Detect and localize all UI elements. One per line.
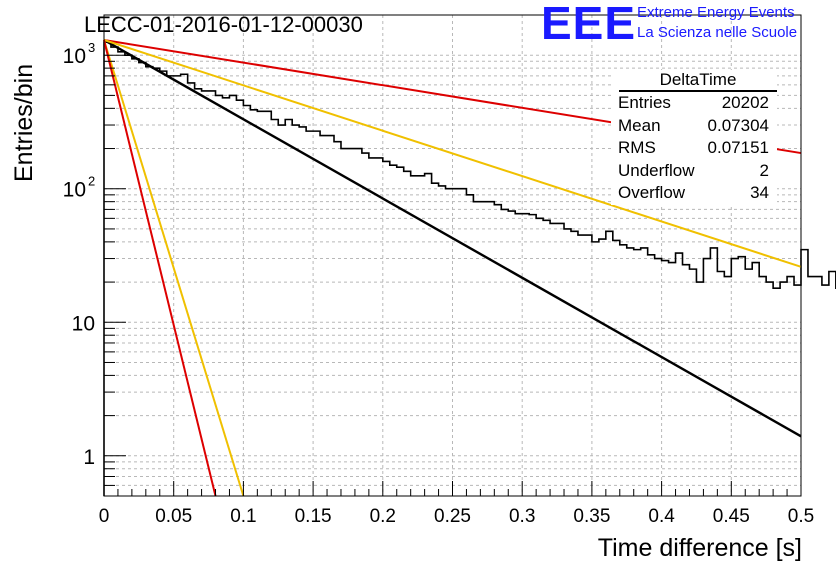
stats-value: 0.07304: [707, 115, 769, 135]
stats-row: Underflow 2: [611, 160, 777, 183]
x-tick-label: 0.15: [295, 506, 332, 527]
logo-subtitle-1: Extreme Energy Events: [637, 4, 795, 21]
x-tick-label: 0.35: [573, 506, 610, 527]
x-tick-label: 0.25: [434, 506, 471, 527]
stats-label: Overflow: [618, 183, 686, 202]
x-tick-label: 0.5: [788, 506, 814, 527]
y-tick-label: 10: [72, 312, 95, 335]
stats-label: Entries: [618, 93, 671, 112]
y-tick-label: 10: [63, 45, 86, 68]
stats-label: RMS: [618, 138, 656, 157]
stats-value: 20202: [721, 93, 769, 112]
chart-title: LECC-01-2016-01-12-00030: [84, 12, 363, 37]
stats-value: 34: [750, 183, 769, 202]
x-tick-label: 0.2: [370, 506, 396, 527]
x-axis-label: Time difference [s]: [597, 534, 802, 562]
stats-row: Mean 0.07304: [611, 115, 777, 138]
x-tick-label: 0.05: [155, 506, 192, 527]
histogram-series: [103, 41, 836, 496]
stats-box: DeltaTime Entries 20202 Mean 0.07304 RMS…: [611, 70, 777, 205]
y-tick-label: 10: [63, 179, 86, 202]
x-tick-label: 0: [99, 506, 110, 527]
eee-logo: EEE: [541, 0, 637, 49]
stats-title: DeltaTime: [619, 70, 777, 92]
axis-ticks: 0 0.05 0.1 0.15 0.2 0.25 0.3 0.35 0.4 0.45 0.5 1 10 1…: [63, 14, 814, 527]
stats-value: 0.07151: [707, 138, 769, 157]
fit-line: [103, 39, 802, 268]
stats-row: Overflow 34: [611, 182, 777, 205]
x-tick-label: 0.45: [713, 506, 750, 527]
x-tick-label: 0.1: [230, 506, 256, 527]
y-tick-exponent: 2: [88, 174, 95, 189]
y-tick-label: 1: [83, 446, 95, 469]
histogram-bins: [103, 41, 836, 496]
fit-line: [103, 39, 245, 497]
logo-subtitle-2: La Scienza nelle Scuole: [637, 24, 798, 41]
x-tick-label: 0.3: [509, 506, 535, 527]
x-tick-label: 0.4: [648, 506, 675, 527]
stats-value: 2: [759, 160, 769, 180]
stats-label: Underflow: [618, 160, 695, 180]
y-axis-label: Entries/bin: [10, 63, 38, 182]
stats-row: Entries 20202: [611, 92, 777, 115]
fit-line: [103, 39, 217, 497]
fit-line: [103, 38, 802, 438]
stats-row: RMS 0.07151: [611, 137, 777, 160]
stats-label: Mean: [618, 115, 661, 135]
y-tick-exponent: 3: [88, 40, 95, 55]
